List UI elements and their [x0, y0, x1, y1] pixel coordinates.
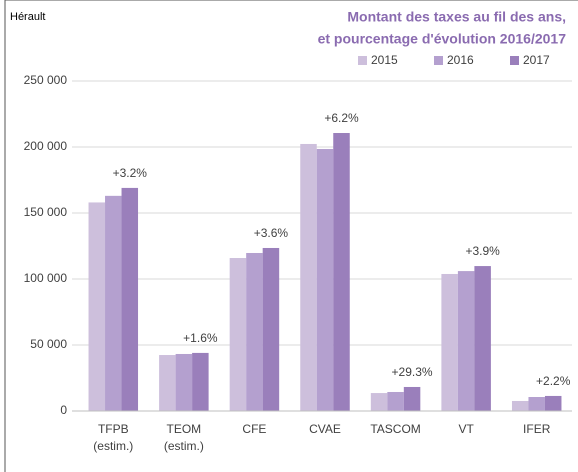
annotation: +3.2% [113, 166, 148, 180]
bar [88, 202, 106, 411]
annotation: +1.6% [183, 331, 218, 345]
bar [370, 393, 388, 411]
bar [159, 355, 176, 411]
legend-label: 2017 [523, 53, 550, 67]
legend-label: 2016 [447, 53, 474, 67]
bar [229, 258, 247, 411]
x-tick-label: TASCOM [370, 422, 421, 436]
chart-title: et pourcentage d'évolution 2016/2017 [318, 31, 567, 47]
x-tick-label: CVAE [309, 422, 341, 436]
y-tick-label: 200 000 [24, 139, 68, 153]
bar [192, 352, 209, 411]
bar [246, 252, 263, 411]
bar [457, 271, 475, 411]
y-tick-label: 50 000 [30, 337, 67, 351]
bar [175, 353, 193, 411]
x-tick-label: CFE [242, 422, 267, 436]
region-label: Hérault [10, 11, 45, 23]
bar [474, 266, 491, 411]
bar [528, 397, 545, 411]
bar [316, 148, 334, 412]
bar [300, 143, 317, 412]
x-tick-label: VT [458, 422, 474, 436]
legend-label: 2015 [371, 53, 398, 67]
frame [4, 0, 578, 472]
x-tick-label: TFPB (estim.) [93, 422, 134, 453]
bar [333, 133, 350, 411]
legend-swatch [510, 56, 519, 65]
x-tick-label: IFER [523, 422, 551, 436]
bar [105, 195, 122, 411]
bar [121, 187, 139, 411]
bar [544, 395, 562, 411]
chart-title: Montant des taxes au fil des ans, [347, 9, 566, 25]
y-tick-label: 250 000 [24, 73, 68, 87]
y-tick-label: 100 000 [24, 271, 68, 285]
bar [511, 400, 529, 411]
legend-swatch [434, 56, 443, 65]
y-tick-label: 0 [60, 403, 67, 417]
bar [441, 273, 458, 411]
annotation: +2.2% [536, 374, 571, 388]
bar [262, 247, 280, 411]
legend-swatch [358, 56, 367, 65]
bar [403, 386, 421, 411]
annotation: +6.2% [324, 111, 359, 125]
annotation: +29.3% [392, 365, 433, 379]
bar [387, 391, 404, 411]
x-tick-label: TEOM (estim.) [163, 422, 204, 453]
annotation: +3.9% [465, 244, 500, 258]
annotation: +3.6% [254, 226, 289, 240]
y-tick-label: 150 000 [24, 205, 68, 219]
